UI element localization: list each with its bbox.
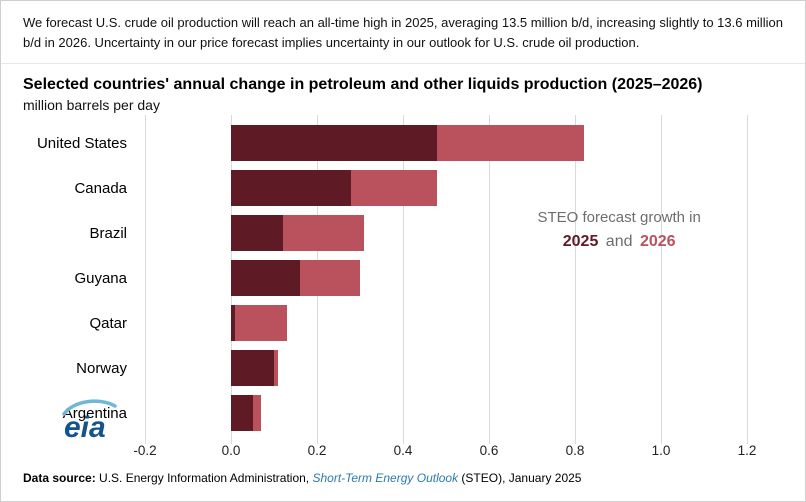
gridline xyxy=(747,115,748,445)
bar-row xyxy=(145,391,747,436)
annotation-2025: 2025 xyxy=(562,232,599,250)
data-source-label: Data source: xyxy=(23,471,96,486)
plot-area: STEO forecast growth in 2025 and 2026 xyxy=(145,115,748,445)
data-source-text: U.S. Energy Information Administration, xyxy=(95,471,313,486)
bar-row xyxy=(145,211,747,256)
annotation-and: and xyxy=(605,232,633,250)
y-axis-label: Qatar xyxy=(89,315,127,333)
eia-logo-graphic: eia xyxy=(62,399,117,444)
bar-segment-2025 xyxy=(231,170,352,207)
bar-row xyxy=(145,301,747,346)
bar-segment-2026 xyxy=(282,215,365,252)
gridline xyxy=(145,115,146,445)
y-axis-labels: United States Canada Brazil Guyana Qatar Norw… xyxy=(1,121,145,436)
bar-segment-2026 xyxy=(299,260,360,297)
bar-segment-2025 xyxy=(231,395,253,432)
gridline xyxy=(661,115,662,445)
bar-row xyxy=(145,121,747,166)
y-axis-label: Argentina xyxy=(62,405,127,423)
bar-row xyxy=(145,166,747,211)
x-tick-label: -0.2 xyxy=(133,443,157,459)
x-tick-label: 1.2 xyxy=(737,443,757,459)
legend-annotation: STEO forecast growth in 2025 and 2026 xyxy=(494,207,744,254)
bar-segment-2026 xyxy=(351,170,438,207)
annotation-line1: STEO forecast growth in xyxy=(537,209,701,227)
gridline xyxy=(403,115,404,445)
x-tick-label: 0.2 xyxy=(307,443,327,459)
x-tick-label: 0.4 xyxy=(393,443,413,459)
x-axis: -0.2 0.0 0.2 0.4 0.6 0.8 1.0 1.2 xyxy=(133,436,756,462)
y-axis-label: Norway xyxy=(76,360,127,378)
bar-segment-2026 xyxy=(437,125,584,162)
y-axis-label: Canada xyxy=(74,180,127,198)
bar-row xyxy=(145,346,747,391)
intro-text: We forecast U.S. crude oil production wi… xyxy=(1,1,805,65)
bar-segment-2025 xyxy=(231,215,283,252)
bar-segment-2026 xyxy=(235,305,287,342)
y-axis-label: Brazil xyxy=(89,225,127,243)
data-source: Data source: U.S. Energy Information Adm… xyxy=(1,462,805,485)
bar-rows xyxy=(145,121,747,436)
x-tick-label: 0.6 xyxy=(479,443,499,459)
bar-segment-2025 xyxy=(231,305,236,342)
eia-logo-text: eia xyxy=(64,411,106,443)
y-axis-label: United States xyxy=(36,135,127,153)
chart: United States Canada Brazil Guyana Qatar Norw… xyxy=(1,115,805,445)
chart-title: Selected countries' annual change in pet… xyxy=(23,76,703,94)
annotation-line2: 2025 and 2026 xyxy=(494,230,744,254)
annotation-2026: 2026 xyxy=(639,232,676,250)
data-source-suffix: (STEO), January 2025 xyxy=(458,471,582,486)
gridline xyxy=(489,115,490,445)
bar-segment-2025 xyxy=(231,125,438,162)
gridline xyxy=(575,115,576,445)
x-tick-label: 1.0 xyxy=(651,443,671,459)
bar-segment-2025 xyxy=(231,260,300,297)
chart-subtitle: million barrels per day xyxy=(23,97,160,114)
logo-swoosh xyxy=(62,399,117,416)
y-axis-label: Guyana xyxy=(74,270,127,288)
bar-row xyxy=(145,256,747,301)
bar-segment-2026 xyxy=(274,350,279,387)
x-tick-label: 0.0 xyxy=(221,443,241,459)
bar-segment-2025 xyxy=(231,350,274,387)
bar-segment-2026 xyxy=(252,395,262,432)
x-tick-label: 0.8 xyxy=(565,443,585,459)
steo-link[interactable]: Short-Term Energy Outlook xyxy=(312,471,459,486)
eia-logo: eia xyxy=(57,397,121,444)
